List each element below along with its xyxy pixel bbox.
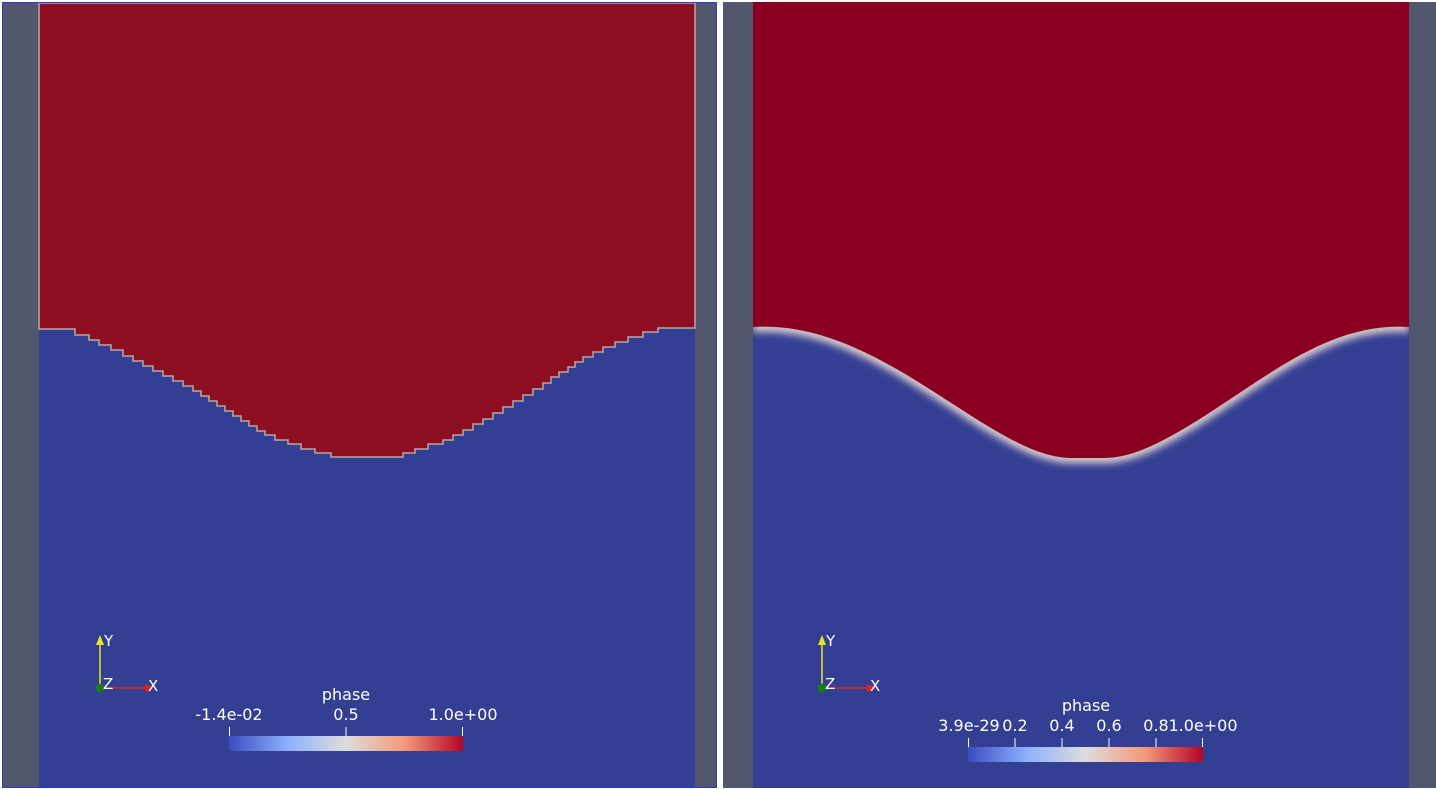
orientation-axes xyxy=(817,635,877,693)
colorbar-tick-label: 1.0e+00 xyxy=(1168,716,1238,735)
colorbar-tick-label: -1.4e-02 xyxy=(195,705,263,724)
axis-y-label: Y xyxy=(104,632,114,650)
colorbar-tick-label: 0.5 xyxy=(333,705,359,724)
axis-z-label: Z xyxy=(103,675,114,693)
axis-y-label: Y xyxy=(826,632,836,650)
colorbar-title: phase xyxy=(1061,696,1111,715)
axis-z-label: Z xyxy=(825,675,836,693)
phase-high-region xyxy=(38,3,696,458)
colorbar xyxy=(968,738,1203,762)
right-margin xyxy=(1409,2,1436,788)
orientation-axes xyxy=(95,635,155,693)
axis-x-label: X xyxy=(870,677,881,695)
phase-high-region xyxy=(753,2,1409,458)
colorbar-tick-label: 0.6 xyxy=(1096,716,1122,735)
colorbar-tick-label: 3.9e-29 xyxy=(938,716,1000,735)
colorbar-title: phase xyxy=(321,685,371,704)
colorbar xyxy=(229,727,463,751)
render-view-left[interactable]: Y X Z phase -1.4e-02 0.5 1.0e+00 xyxy=(2,2,717,788)
render-view-right[interactable]: Y X Z phase 3.9e-29 0.2 0.4 0.6 0.8 1.0e… xyxy=(723,2,1436,788)
scene-right xyxy=(723,2,1436,788)
axis-x-label: X xyxy=(148,677,159,695)
colorbar-tick-label: 1.0e+00 xyxy=(428,705,498,724)
colorbar-tick-label: 0.8 xyxy=(1143,716,1169,735)
colorbar-tick-label: 0.2 xyxy=(1002,716,1028,735)
scene-left xyxy=(3,3,716,787)
colorbar-tick-label: 0.4 xyxy=(1049,716,1075,735)
left-margin xyxy=(723,2,753,788)
